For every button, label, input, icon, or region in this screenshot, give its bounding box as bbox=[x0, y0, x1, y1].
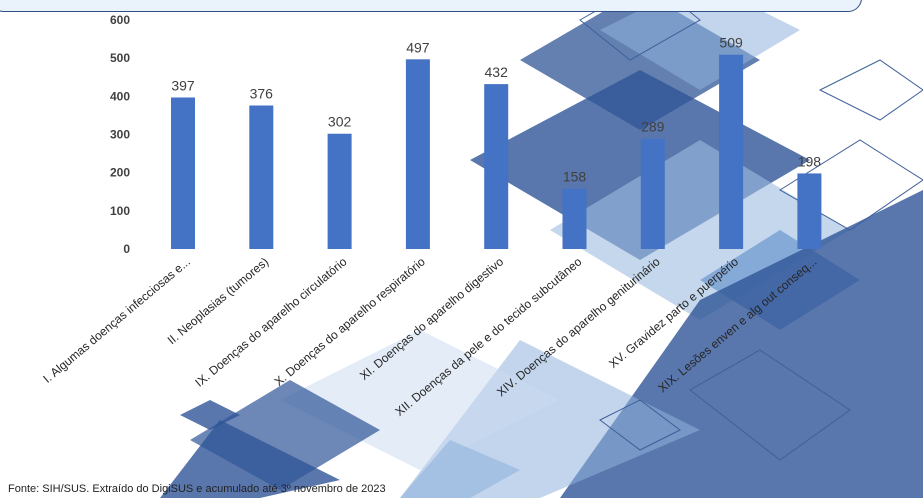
x-tick-label: XIX. Lesões enven e alg out conseq... bbox=[655, 255, 819, 396]
bar bbox=[563, 189, 587, 249]
y-tick-label: 300 bbox=[110, 128, 130, 142]
y-tick-label: 500 bbox=[110, 51, 130, 65]
y-tick-label: 100 bbox=[110, 204, 130, 218]
value-label: 432 bbox=[485, 64, 509, 80]
bar bbox=[641, 139, 665, 249]
x-tick-label: XI. Doenças do aparelho digestivo bbox=[357, 254, 506, 382]
x-tick-label: XIV. Doenças do aparelho geniturinário bbox=[494, 254, 663, 399]
x-tick-label: I. Algumas doenças infecciosas e... bbox=[40, 255, 193, 386]
value-label: 509 bbox=[719, 35, 743, 51]
bar bbox=[249, 105, 273, 249]
y-tick-label: 200 bbox=[110, 166, 130, 180]
bar bbox=[328, 134, 352, 249]
x-tick-label: XV. Gravidez parto e puerpério bbox=[606, 254, 741, 371]
value-label: 289 bbox=[641, 119, 665, 135]
y-axis: 0 100 200 300 400 500 600 bbox=[110, 13, 130, 256]
source-note: Fonte: SIH/SUS. Extraído do DigiSUS e ac… bbox=[8, 483, 386, 495]
bars-group bbox=[171, 55, 821, 249]
y-tick-label: 400 bbox=[110, 89, 130, 103]
value-label: 198 bbox=[798, 153, 822, 169]
bar bbox=[797, 173, 821, 249]
value-label: 158 bbox=[563, 169, 587, 185]
value-label: 376 bbox=[250, 85, 274, 101]
value-label: 497 bbox=[406, 39, 430, 55]
y-tick-label: 0 bbox=[123, 242, 130, 256]
bar bbox=[719, 55, 743, 249]
bar bbox=[484, 84, 508, 249]
x-axis-labels: I. Algumas doenças infecciosas e...II. N… bbox=[40, 254, 819, 418]
value-label: 397 bbox=[171, 77, 195, 93]
y-tick-label: 600 bbox=[110, 13, 130, 27]
bar bbox=[406, 59, 430, 249]
x-tick-label: X. Doenças do aparelho respiratório bbox=[272, 254, 428, 388]
bar bbox=[171, 97, 195, 249]
value-label: 302 bbox=[328, 114, 352, 130]
x-tick-label: IX. Doenças do aparelho circulatório bbox=[192, 254, 349, 389]
